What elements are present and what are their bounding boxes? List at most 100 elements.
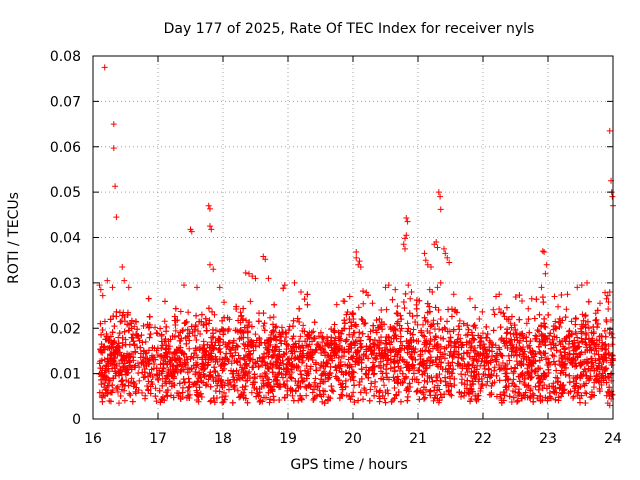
data-point [426,388,433,395]
data-point [516,316,523,323]
data-point [99,326,106,333]
data-point [465,326,472,333]
data-point [471,322,478,329]
data-point [219,399,226,406]
data-point [404,393,411,400]
data-point [514,398,521,405]
data-point [552,318,559,325]
data-point [458,371,465,378]
data-point [273,323,280,330]
data-point [243,361,250,368]
data-point [426,348,433,355]
data-point [555,303,562,310]
data-point [602,346,609,353]
data-points [96,64,616,409]
data-point [552,361,559,368]
data-point [186,337,193,344]
data-point [242,383,249,390]
data-point [161,298,168,305]
data-point [328,387,335,394]
data-point [198,311,205,318]
data-point [603,357,610,364]
data-point [605,342,612,349]
data-point [504,329,511,336]
data-point [490,327,497,334]
data-point [247,298,254,305]
data-point [609,341,616,348]
data-point [304,301,311,308]
data-point [484,378,491,385]
data-point [128,375,135,382]
data-point [536,311,543,318]
data-point [483,334,490,341]
data-point [136,377,143,384]
data-point [413,388,420,395]
data-point [135,370,142,377]
data-point [252,331,259,338]
data-point [280,285,287,292]
data-point [506,393,513,400]
data-point [572,321,579,328]
data-point [431,384,438,391]
data-point [117,318,124,325]
data-point [382,399,389,406]
data-point [276,396,283,403]
data-point [356,329,363,336]
data-point [202,315,209,322]
data-point [208,397,215,404]
data-point [550,358,557,365]
data-point [356,334,363,341]
data-point [479,355,486,362]
data-point [360,396,367,403]
data-point [553,367,560,374]
data-point [510,331,517,338]
data-point [147,331,154,338]
data-point [261,369,268,376]
data-point [472,304,479,311]
data-point [540,299,547,306]
data-point [383,361,390,368]
data-point [310,328,317,335]
data-point [447,391,454,398]
data-point [260,323,267,330]
data-point [545,311,552,318]
data-point [410,370,417,377]
data-point [396,367,403,374]
data-point [303,392,310,399]
data-point [360,288,367,295]
data-point [116,330,123,337]
data-point [591,350,598,357]
data-point [585,298,592,305]
data-point [327,363,334,370]
data-point [350,377,357,384]
data-point [203,381,210,388]
data-point [391,385,398,392]
data-point [457,335,464,342]
data-point [508,398,515,405]
data-point [426,303,433,310]
data-point [455,354,462,361]
data-point [373,388,380,395]
data-point [145,324,152,331]
data-point [574,334,581,341]
data-point [154,330,161,337]
data-point [297,371,304,378]
data-point [270,313,277,320]
data-point [582,312,589,319]
data-point [585,325,592,332]
data-point [409,313,416,320]
data-point [261,320,268,327]
data-point [523,320,530,327]
data-point [207,398,214,405]
data-point [349,310,356,317]
data-point [350,389,357,396]
data-point [510,368,517,375]
data-point [360,300,367,307]
data-point [563,306,570,313]
data-point [601,351,608,358]
data-point [106,377,113,384]
data-point [99,398,106,405]
data-point [284,385,291,392]
data-point [490,306,497,313]
